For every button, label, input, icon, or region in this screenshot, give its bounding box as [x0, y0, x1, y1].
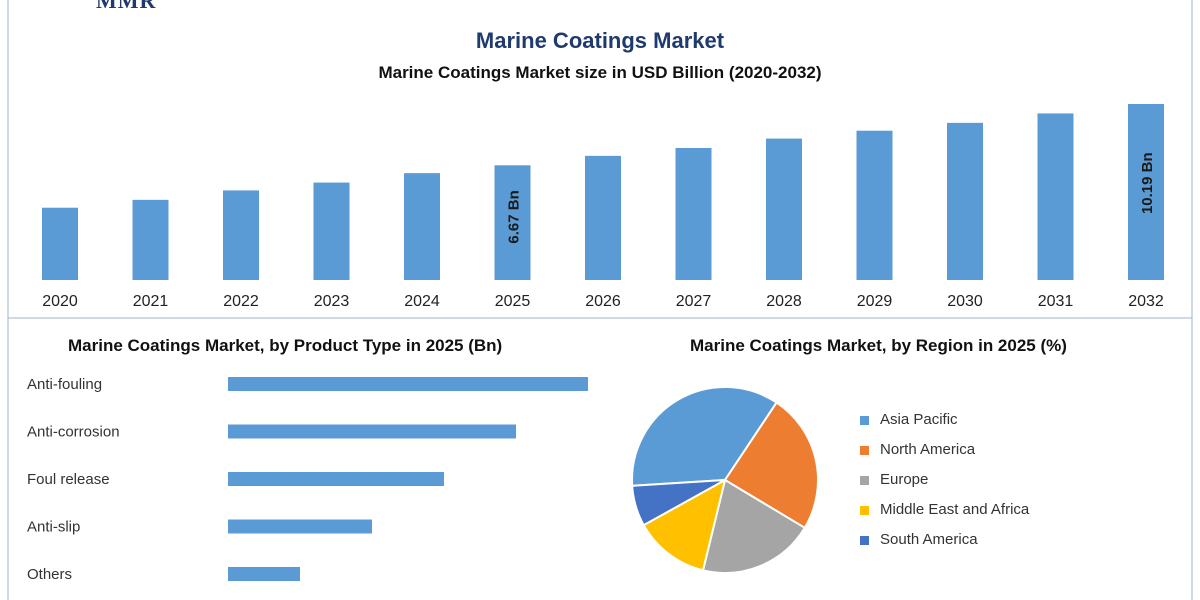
category-label-4: Others: [27, 566, 72, 583]
bar-2031: [1037, 113, 1074, 280]
bar-2020: [42, 207, 78, 280]
bar-2024: [404, 173, 440, 280]
product-type-bar-chart: Anti-fouling Anti-corrosion Foul release An…: [27, 376, 588, 583]
hbar-3: [228, 519, 372, 534]
legend-label-1: North America: [880, 441, 976, 458]
bar-2022: [223, 190, 259, 280]
bar-2023: [313, 182, 350, 280]
x-tick-2023: 2023: [314, 293, 350, 310]
hbar-0: [228, 377, 588, 391]
x-tick-2025: 2025: [495, 293, 531, 310]
pie-slice-4: [631, 479, 726, 527]
x-tick-2030: 2030: [947, 293, 983, 310]
x-tick-2024: 2024: [404, 293, 440, 310]
hbar-1: [228, 424, 516, 439]
bar-2025: [494, 165, 531, 280]
category-label-0: Anti-fouling: [27, 376, 102, 393]
region-title: Marine Coatings Market, by Region in 202…: [690, 336, 1067, 355]
legend-swatch-2: [860, 476, 869, 485]
bar-2030: [947, 122, 983, 280]
bar-2032: [1128, 104, 1164, 280]
product-type-title: Marine Coatings Market, by Product Type …: [68, 336, 503, 355]
bar-2027: [675, 148, 712, 280]
bar-2028: [766, 138, 802, 280]
x-tick-2022: 2022: [223, 293, 259, 310]
x-tick-2020: 2020: [42, 293, 78, 310]
x-tick-2029: 2029: [857, 293, 893, 310]
bar-chart-title: Marine Coatings Market size in USD Billi…: [378, 63, 822, 82]
hbar-2: [228, 472, 444, 486]
x-tick-2032: 2032: [1128, 293, 1164, 310]
category-label-1: Anti-corrosion: [27, 424, 120, 441]
bar-2026: [585, 155, 621, 280]
legend-label-3: Middle East and Africa: [880, 501, 1030, 518]
x-tick-2031: 2031: [1038, 293, 1074, 310]
main-title: Marine Coatings Market: [475, 28, 725, 53]
pie-slice-1: [723, 401, 819, 530]
legend-swatch-3: [860, 506, 869, 515]
data-label-2025: 6.67 Bn: [506, 190, 523, 243]
hbar-4: [228, 567, 300, 581]
legend-label-4: South America: [880, 531, 978, 548]
x-tick-2021: 2021: [133, 293, 169, 310]
legend-swatch-0: [860, 416, 869, 425]
legend-swatch-4: [860, 536, 869, 545]
region-pie-chart: [631, 386, 819, 574]
legend-label-0: Asia Pacific: [880, 411, 958, 428]
category-label-2: Foul release: [27, 471, 110, 488]
bar-2021: [132, 199, 169, 280]
bar-2029: [856, 130, 893, 280]
x-tick-2028: 2028: [766, 293, 802, 310]
category-label-3: Anti-slip: [27, 519, 80, 536]
market-size-bar-chart: 2020 2021 2022 2023 2024 2025 6.67 Bn 2026 2027 2…: [42, 104, 1164, 310]
legend-swatch-1: [860, 446, 869, 455]
pie-slice-3: [642, 478, 727, 572]
pie-slice-2: [701, 478, 807, 574]
brand-logo: MMR: [96, 0, 157, 13]
pie-slice-0: [631, 386, 778, 487]
x-tick-2027: 2027: [676, 293, 712, 310]
x-tick-2026: 2026: [585, 293, 621, 310]
data-label-2032: 10.19 Bn: [1139, 152, 1156, 214]
legend-label-2: Europe: [880, 471, 929, 488]
